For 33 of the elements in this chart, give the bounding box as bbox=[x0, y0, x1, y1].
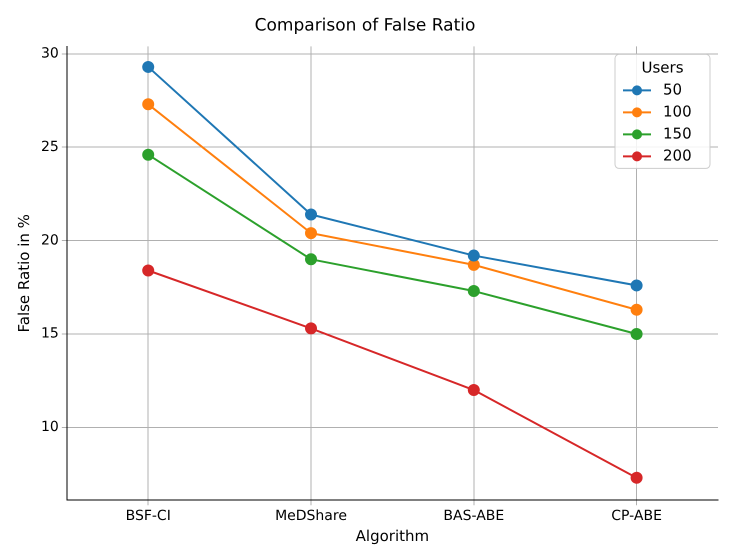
point bbox=[630, 304, 643, 316]
x-axis-title: Algorithm bbox=[356, 526, 430, 545]
y-tick-label: 25 bbox=[40, 138, 59, 155]
point bbox=[142, 148, 154, 161]
point bbox=[468, 384, 480, 396]
legend-label: 150 bbox=[663, 124, 692, 142]
point bbox=[305, 208, 318, 220]
legend-label: 50 bbox=[663, 80, 682, 98]
y-tick-label: 10 bbox=[40, 419, 59, 436]
x-tick-label: BSF-CI bbox=[126, 508, 171, 524]
point bbox=[305, 253, 318, 266]
point bbox=[142, 98, 154, 110]
x-tick-label: BAS-ABE bbox=[443, 508, 504, 524]
point bbox=[305, 227, 318, 240]
y-tick-label: 20 bbox=[40, 232, 59, 248]
point bbox=[468, 285, 480, 298]
legend-label: 200 bbox=[663, 146, 692, 164]
point bbox=[630, 328, 643, 340]
point bbox=[142, 264, 154, 276]
point bbox=[630, 279, 643, 292]
x-tick-label: CP-ABE bbox=[611, 508, 662, 524]
y-tick-label: 15 bbox=[40, 326, 59, 342]
y-axis-title: False Ratio in % bbox=[14, 214, 33, 333]
point bbox=[305, 322, 318, 334]
legend-label: 100 bbox=[663, 102, 692, 120]
point bbox=[630, 472, 643, 484]
x-tick-label: MeDShare bbox=[275, 508, 347, 524]
point bbox=[468, 258, 480, 271]
legend-title: Users bbox=[641, 58, 684, 76]
point bbox=[142, 60, 154, 73]
y-tick-label: 30 bbox=[40, 46, 59, 62]
chart-title: Comparison of False Ratio bbox=[254, 16, 476, 36]
point bbox=[468, 250, 480, 262]
